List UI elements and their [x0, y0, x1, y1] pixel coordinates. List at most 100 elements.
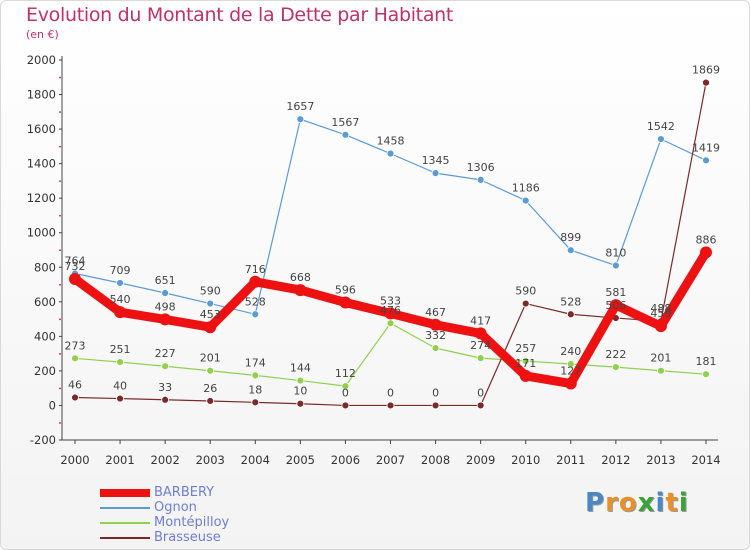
- logo-letter: o: [618, 488, 638, 518]
- logo-letter: P: [585, 488, 606, 518]
- y-minor-tick: [59, 353, 61, 355]
- data-label: 732: [65, 260, 86, 273]
- logo-letter: i: [655, 488, 666, 518]
- data-label: 533: [380, 294, 401, 307]
- data-label: 274: [470, 339, 491, 352]
- y-tick-label: 200: [34, 364, 56, 378]
- data-point: [206, 397, 215, 405]
- y-minor-tick: [59, 249, 61, 251]
- data-label: 1306: [467, 161, 495, 174]
- data-label: 709: [110, 264, 131, 277]
- y-minor-tick: [59, 318, 61, 321]
- y-tick-label: 1200: [27, 191, 56, 205]
- data-label: 590: [515, 285, 536, 298]
- data-label: 26: [203, 382, 217, 395]
- y-tick-label: 0: [49, 398, 56, 412]
- legend-label: Brasseuse: [154, 530, 221, 545]
- data-label: 467: [425, 306, 446, 319]
- x-tick-label: 2001: [105, 453, 134, 467]
- x-tick-label: 2006: [331, 453, 360, 467]
- data-point: [206, 366, 215, 375]
- data-label: 596: [335, 284, 356, 297]
- data-point: [611, 363, 620, 372]
- data-label: 174: [245, 356, 266, 369]
- data-label: 112: [335, 367, 356, 380]
- data-label: 273: [65, 339, 86, 352]
- data-point: [71, 354, 79, 363]
- x-tick-label: 2012: [601, 453, 630, 467]
- data-point: [386, 401, 395, 410]
- data-label: 240: [560, 345, 581, 358]
- x-tick-label: 2005: [286, 453, 315, 467]
- data-point: [386, 319, 395, 328]
- data-point: [384, 307, 397, 320]
- chart-subtitle: (en €): [26, 28, 59, 41]
- data-point: [519, 369, 532, 382]
- data-point: [566, 246, 575, 255]
- data-label: 1419: [692, 141, 720, 154]
- data-label: 40: [113, 380, 127, 393]
- data-label: 1345: [422, 154, 450, 167]
- data-point: [161, 362, 170, 371]
- data-label: 257: [515, 342, 536, 355]
- x-tick-label: 2007: [376, 453, 405, 467]
- y-tick-label: 2000: [27, 53, 56, 67]
- data-point: [206, 299, 215, 308]
- data-point: [296, 376, 305, 385]
- data-point: [114, 306, 127, 319]
- x-tick-label: 2004: [241, 453, 270, 467]
- data-point: [159, 313, 172, 326]
- data-point: [657, 135, 665, 144]
- data-point: [702, 370, 710, 379]
- x-tick-label: 2008: [421, 453, 450, 467]
- data-label: 528: [560, 295, 581, 308]
- data-label: 459: [650, 307, 671, 320]
- y-tick-label: 1800: [27, 88, 56, 102]
- data-label: 651: [155, 274, 176, 287]
- data-point: [702, 78, 710, 87]
- y-minor-tick: [59, 387, 61, 390]
- data-label: 18: [248, 383, 262, 396]
- y-tick-label: 1600: [27, 122, 56, 136]
- legend-swatch: [100, 489, 150, 497]
- chart-title: Evolution du Montant de la Dette par Hab…: [26, 4, 454, 26]
- legend-swatch: [100, 507, 150, 509]
- data-label: 0: [477, 386, 484, 399]
- data-point: [251, 398, 260, 407]
- data-label: 0: [387, 386, 394, 399]
- y-tick-label: 1400: [27, 157, 56, 171]
- data-label: 222: [605, 348, 626, 361]
- data-point: [431, 401, 440, 410]
- data-point: [431, 169, 440, 178]
- x-tick-label: 2003: [196, 453, 225, 467]
- data-point: [339, 296, 352, 309]
- data-label: 1542: [647, 120, 675, 133]
- y-minor-tick: [59, 284, 61, 286]
- data-point: [161, 395, 170, 404]
- data-point: [294, 284, 307, 297]
- data-label: 171: [515, 357, 536, 370]
- data-point: [296, 399, 305, 408]
- data-point: [657, 366, 665, 375]
- y-tick-label: 1000: [27, 226, 56, 240]
- data-label: 127: [560, 365, 581, 378]
- data-point: [476, 175, 485, 184]
- y-tick-label: 400: [34, 329, 56, 343]
- data-label: 10: [293, 385, 307, 398]
- data-point: [429, 318, 442, 331]
- logo-letter: r: [605, 488, 619, 518]
- data-label: 528: [245, 295, 266, 308]
- data-point: [296, 115, 305, 124]
- data-label: 1567: [331, 116, 359, 129]
- data-label: 0: [432, 386, 439, 399]
- data-label: 33: [158, 381, 172, 394]
- data-label: 488: [650, 302, 671, 315]
- logo-letter: i: [678, 488, 689, 518]
- data-label: 716: [245, 263, 266, 276]
- data-label: 764: [65, 254, 86, 267]
- data-point: [476, 401, 485, 410]
- proxiti-logo: Proxiti: [585, 488, 689, 518]
- legend-label: Montépilloy: [154, 515, 230, 530]
